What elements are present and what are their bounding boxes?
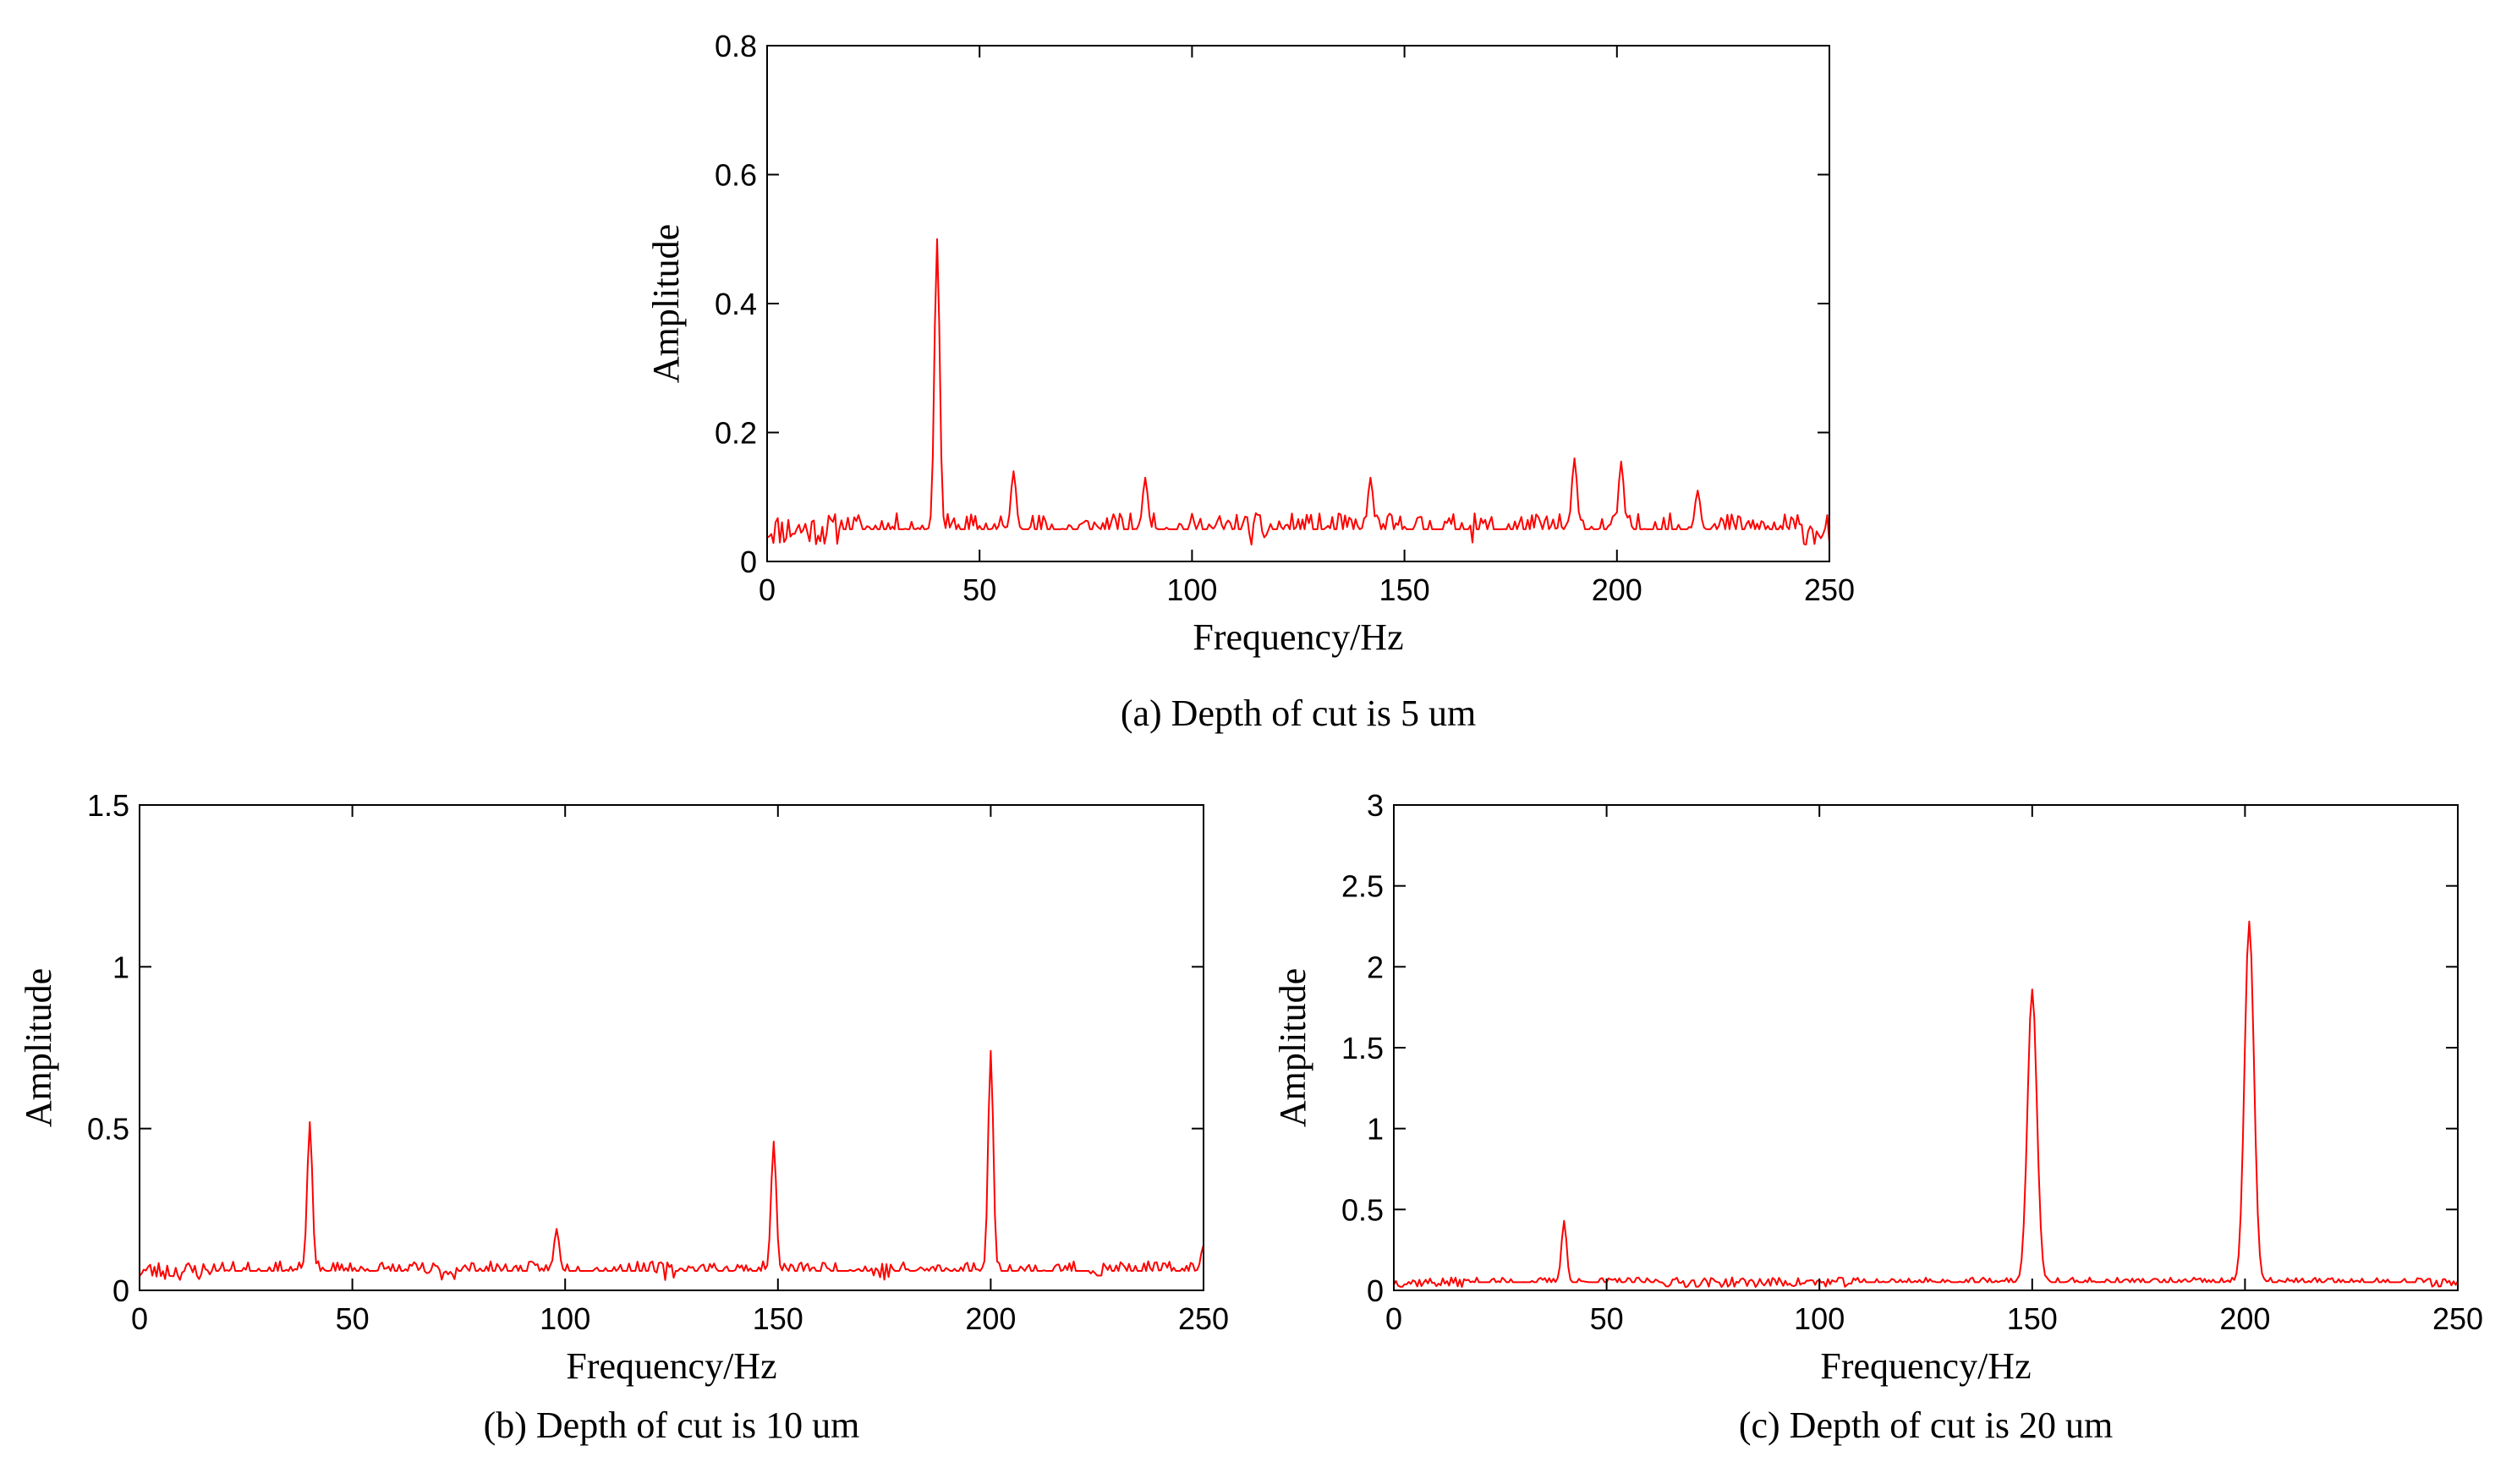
y-tick-label: 2.5 xyxy=(1341,869,1384,904)
y-tick-label: 0.8 xyxy=(715,29,757,63)
x-axis-label: Frequency/Hz xyxy=(1820,1345,2031,1387)
x-tick-label: 50 xyxy=(962,572,996,607)
y-tick-label: 1.5 xyxy=(1341,1031,1384,1065)
chart-caption: (a) Depth of cut is 5 um xyxy=(1121,693,1476,734)
y-tick-label: 0.5 xyxy=(1341,1192,1384,1227)
series-line xyxy=(766,238,1830,546)
chart-caption: (c) Depth of cut is 20 um xyxy=(1739,1405,2113,1446)
y-tick-label: 1 xyxy=(112,950,129,984)
y-axis-label: Amplitude xyxy=(18,968,59,1127)
x-tick-label: 0 xyxy=(1385,1301,1402,1336)
x-axis-label: Frequency/Hz xyxy=(566,1345,776,1387)
chart-depth-20um: 0 50 100 150 200 250 0 0.5 1 1.5 2 2.5 3 Frequency/Hz… xyxy=(1272,788,2483,1446)
x-tick-label: 0 xyxy=(759,572,776,607)
x-tick-label: 250 xyxy=(2432,1301,2483,1336)
plot-frame xyxy=(1393,804,2459,1291)
x-tick-label: 200 xyxy=(1592,572,1642,607)
y-tick-label: 0.5 xyxy=(87,1112,129,1147)
x-tick-label: 200 xyxy=(2219,1301,2270,1336)
y-tick-label: 0 xyxy=(1367,1273,1384,1308)
x-tick-label: 250 xyxy=(1804,572,1855,607)
x-tick-label: 100 xyxy=(1794,1301,1845,1336)
y-tick-label: 0 xyxy=(740,545,757,579)
x-tick-label: 150 xyxy=(1379,572,1430,607)
x-tick-label: 250 xyxy=(1178,1301,1229,1336)
y-tick-label: 2 xyxy=(1367,950,1384,984)
x-tick-label: 50 xyxy=(1590,1301,1624,1336)
x-tick-label: 150 xyxy=(753,1301,803,1336)
y-tick-label: 0.4 xyxy=(715,287,757,321)
plot-frame xyxy=(766,45,1830,562)
y-tick-label: 0.6 xyxy=(715,158,757,193)
x-tick-label: 0 xyxy=(131,1301,148,1336)
y-tick-label: 1.5 xyxy=(87,788,129,823)
chart-depth-10um: 0 50 100 150 200 250 0 0.5 1 1.5 Frequency/Hz Ampli… xyxy=(18,788,1229,1446)
x-tick-label: 150 xyxy=(2007,1301,2058,1336)
plot-frame xyxy=(139,804,1204,1291)
y-tick-label: 0 xyxy=(112,1273,129,1308)
x-tick-label: 100 xyxy=(540,1301,590,1336)
y-axis-label: Amplitude xyxy=(1272,968,1313,1127)
series-line xyxy=(1393,920,2459,1288)
x-axis-label: Frequency/Hz xyxy=(1193,616,1403,658)
y-tick-label: 3 xyxy=(1367,788,1384,823)
x-tick-label: 50 xyxy=(336,1301,370,1336)
y-tick-label: 1 xyxy=(1367,1112,1384,1147)
x-tick-label: 200 xyxy=(965,1301,1016,1336)
x-tick-label: 100 xyxy=(1166,572,1217,607)
series-line xyxy=(139,1049,1204,1281)
chart-depth-5um: 0 50 100 150 200 250 0 0.2 0.4 0.6 0.8 Frequency/Hz… xyxy=(645,29,1855,734)
chart-caption: (b) Depth of cut is 10 um xyxy=(484,1405,860,1446)
y-tick-label: 0.2 xyxy=(715,416,757,451)
y-axis-label: Amplitude xyxy=(645,224,687,383)
